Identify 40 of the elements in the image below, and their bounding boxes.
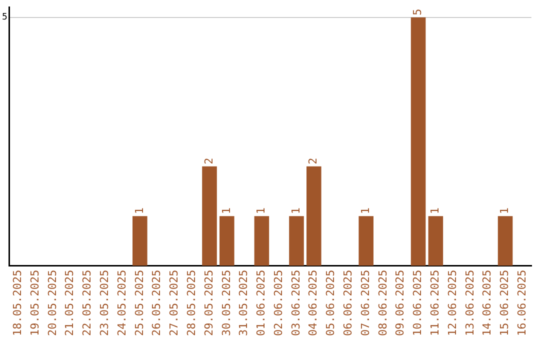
x-tick-label: 14.06.2025: [480, 270, 494, 336]
x-tick-label: 09.06.2025: [394, 270, 407, 336]
data-label: 2: [306, 158, 320, 164]
data-label: 1: [358, 207, 372, 214]
data-label: 5: [411, 8, 424, 16]
x-tick-label: 27.05.2025: [168, 270, 181, 336]
x-tick-label: 08.06.2025: [376, 270, 390, 336]
data-label: 1: [289, 207, 302, 214]
x-tick-label: 30.05.2025: [220, 270, 233, 336]
x-tick-label: 07.06.2025: [358, 270, 372, 336]
x-tick-label: 19.05.2025: [28, 270, 42, 336]
x-tick-label: 24.05.2025: [115, 270, 128, 336]
x-tick-label: 29.05.2025: [202, 270, 216, 336]
x-tick-label: 18.05.2025: [10, 270, 24, 336]
x-tick-label: 25.05.2025: [132, 270, 146, 336]
data-label: 1: [428, 207, 442, 214]
x-tick-label: 01.06.2025: [254, 270, 268, 336]
x-tick-label: 05.06.2025: [324, 270, 338, 336]
data-label: 1: [498, 207, 512, 214]
x-tick-label: 06.06.2025: [342, 270, 355, 336]
data-label: 1: [132, 207, 146, 214]
x-tick-label: 12.06.2025: [446, 270, 459, 336]
x-tick-label: 28.05.2025: [184, 270, 198, 336]
x-tick-label: 15.06.2025: [498, 270, 512, 336]
x-tick-label: 03.06.2025: [289, 270, 302, 336]
x-tick-label: 23.05.2025: [98, 270, 111, 336]
x-tick-label: 16.06.2025: [516, 270, 529, 336]
x-tick-label: 02.06.2025: [272, 270, 285, 336]
x-tick-label: 31.05.2025: [237, 270, 250, 336]
x-tick-label: 26.05.2025: [150, 270, 164, 336]
x-tick-label: 22.05.2025: [80, 270, 94, 336]
x-tick-label: 21.05.2025: [63, 270, 76, 336]
x-tick-label: 11.06.2025: [428, 270, 442, 336]
data-label: 1: [254, 207, 268, 214]
data-label: 1: [220, 207, 233, 214]
x-tick-label: 13.06.2025: [463, 270, 476, 336]
x-tick-label: 20.05.2025: [46, 270, 59, 336]
x-tick-label: 10.06.2025: [411, 270, 424, 336]
x-tick-label: 04.06.2025: [306, 270, 320, 336]
data-label: 2: [202, 158, 216, 164]
